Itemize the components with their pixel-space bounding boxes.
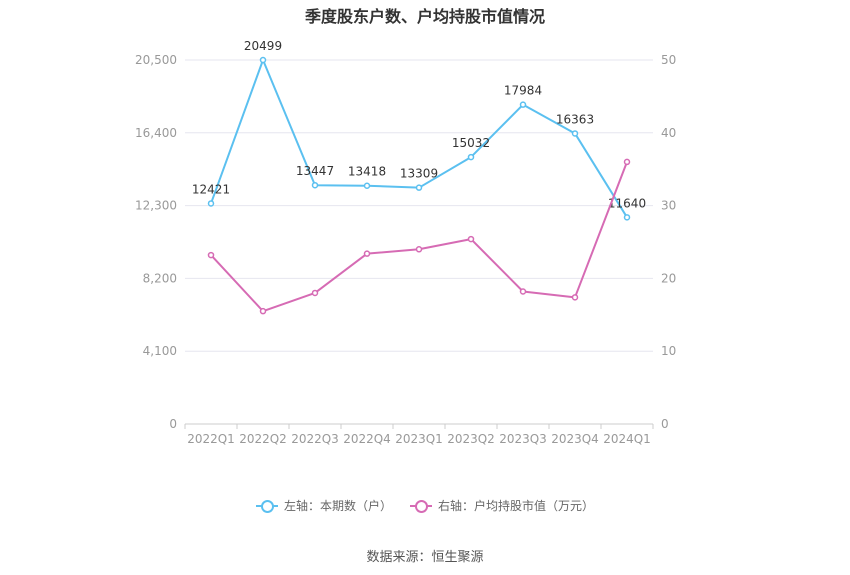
data-label: 11640 bbox=[608, 196, 646, 210]
data-point-households bbox=[363, 182, 371, 189]
x-tick-label: 2022Q1 bbox=[187, 432, 235, 446]
data-point-avg-value bbox=[467, 235, 475, 243]
data-point-households bbox=[623, 214, 631, 221]
y-right-tick-label: 10 bbox=[661, 344, 676, 358]
data-label: 13447 bbox=[296, 164, 334, 178]
data-label: 12421 bbox=[192, 182, 230, 196]
x-tick-label: 2022Q4 bbox=[343, 432, 391, 446]
legend-label-avg-value: 右轴：户均持股市值（万元） bbox=[438, 499, 595, 513]
data-point-avg-value bbox=[259, 307, 267, 315]
data-point-avg-value bbox=[207, 251, 215, 259]
x-tick-label: 2023Q3 bbox=[499, 432, 547, 446]
data-point-households bbox=[519, 101, 527, 108]
data-label: 20499 bbox=[244, 39, 282, 53]
data-label: 13309 bbox=[400, 167, 438, 181]
legend-swatch-avg-value bbox=[410, 499, 432, 513]
data-point-households bbox=[467, 153, 475, 161]
data-point-households bbox=[207, 200, 215, 207]
x-tick-label: 2023Q1 bbox=[395, 432, 443, 446]
y-right-tick-label: 0 bbox=[661, 417, 669, 431]
legend-item-households[interactable]: 左轴：本期数（户） bbox=[255, 497, 392, 514]
legend-label-households: 左轴：本期数（户） bbox=[283, 499, 392, 513]
data-label: 16363 bbox=[556, 112, 594, 126]
data-point-avg-value bbox=[311, 289, 319, 297]
x-tick-label: 2022Q3 bbox=[291, 432, 339, 446]
data-point-avg-value bbox=[519, 288, 527, 295]
legend-swatch-households bbox=[255, 499, 278, 513]
y-right-tick-label: 20 bbox=[661, 271, 676, 285]
y-left-tick-label: 12,300 bbox=[135, 199, 177, 213]
data-label: 13418 bbox=[348, 165, 386, 179]
data-point-households bbox=[415, 184, 423, 191]
y-left-tick-label: 8,200 bbox=[143, 271, 177, 285]
data-point-households bbox=[571, 130, 579, 137]
chart-title: 季度股东户数、户均持股市值情况 bbox=[304, 7, 545, 26]
data-source: 数据来源：恒生聚源 bbox=[366, 550, 484, 565]
data-point-avg-value bbox=[623, 158, 631, 166]
data-point-households bbox=[259, 56, 267, 64]
x-tick-label: 2022Q2 bbox=[239, 432, 287, 446]
data-label: 15032 bbox=[452, 136, 490, 150]
legend-item-avg-value[interactable]: 右轴：户均持股市值（万元） bbox=[410, 497, 594, 514]
series-line-avg-value bbox=[210, 161, 628, 313]
x-tick-label: 2024Q1 bbox=[603, 432, 651, 446]
data-point-households bbox=[311, 181, 319, 189]
x-tick-label: 2023Q2 bbox=[447, 432, 495, 446]
y-left-tick-label: 20,500 bbox=[135, 53, 177, 67]
x-tick-label: 2023Q4 bbox=[551, 432, 599, 446]
y-left-tick-label: 16,400 bbox=[135, 126, 177, 140]
y-left-tick-label: 0 bbox=[169, 417, 177, 431]
y-right-tick-label: 30 bbox=[661, 199, 676, 213]
legend: 左轴：本期数（户） 右轴：户均持股市值（万元） bbox=[0, 497, 850, 514]
series-line-households bbox=[210, 59, 628, 218]
y-left-tick-label: 4,100 bbox=[143, 344, 177, 358]
y-right-tick-label: 50 bbox=[661, 53, 676, 67]
data-label: 17984 bbox=[504, 84, 542, 98]
data-point-avg-value bbox=[363, 250, 371, 257]
data-point-avg-value bbox=[571, 294, 579, 301]
data-point-avg-value bbox=[415, 246, 423, 253]
y-right-tick-label: 40 bbox=[661, 126, 676, 140]
